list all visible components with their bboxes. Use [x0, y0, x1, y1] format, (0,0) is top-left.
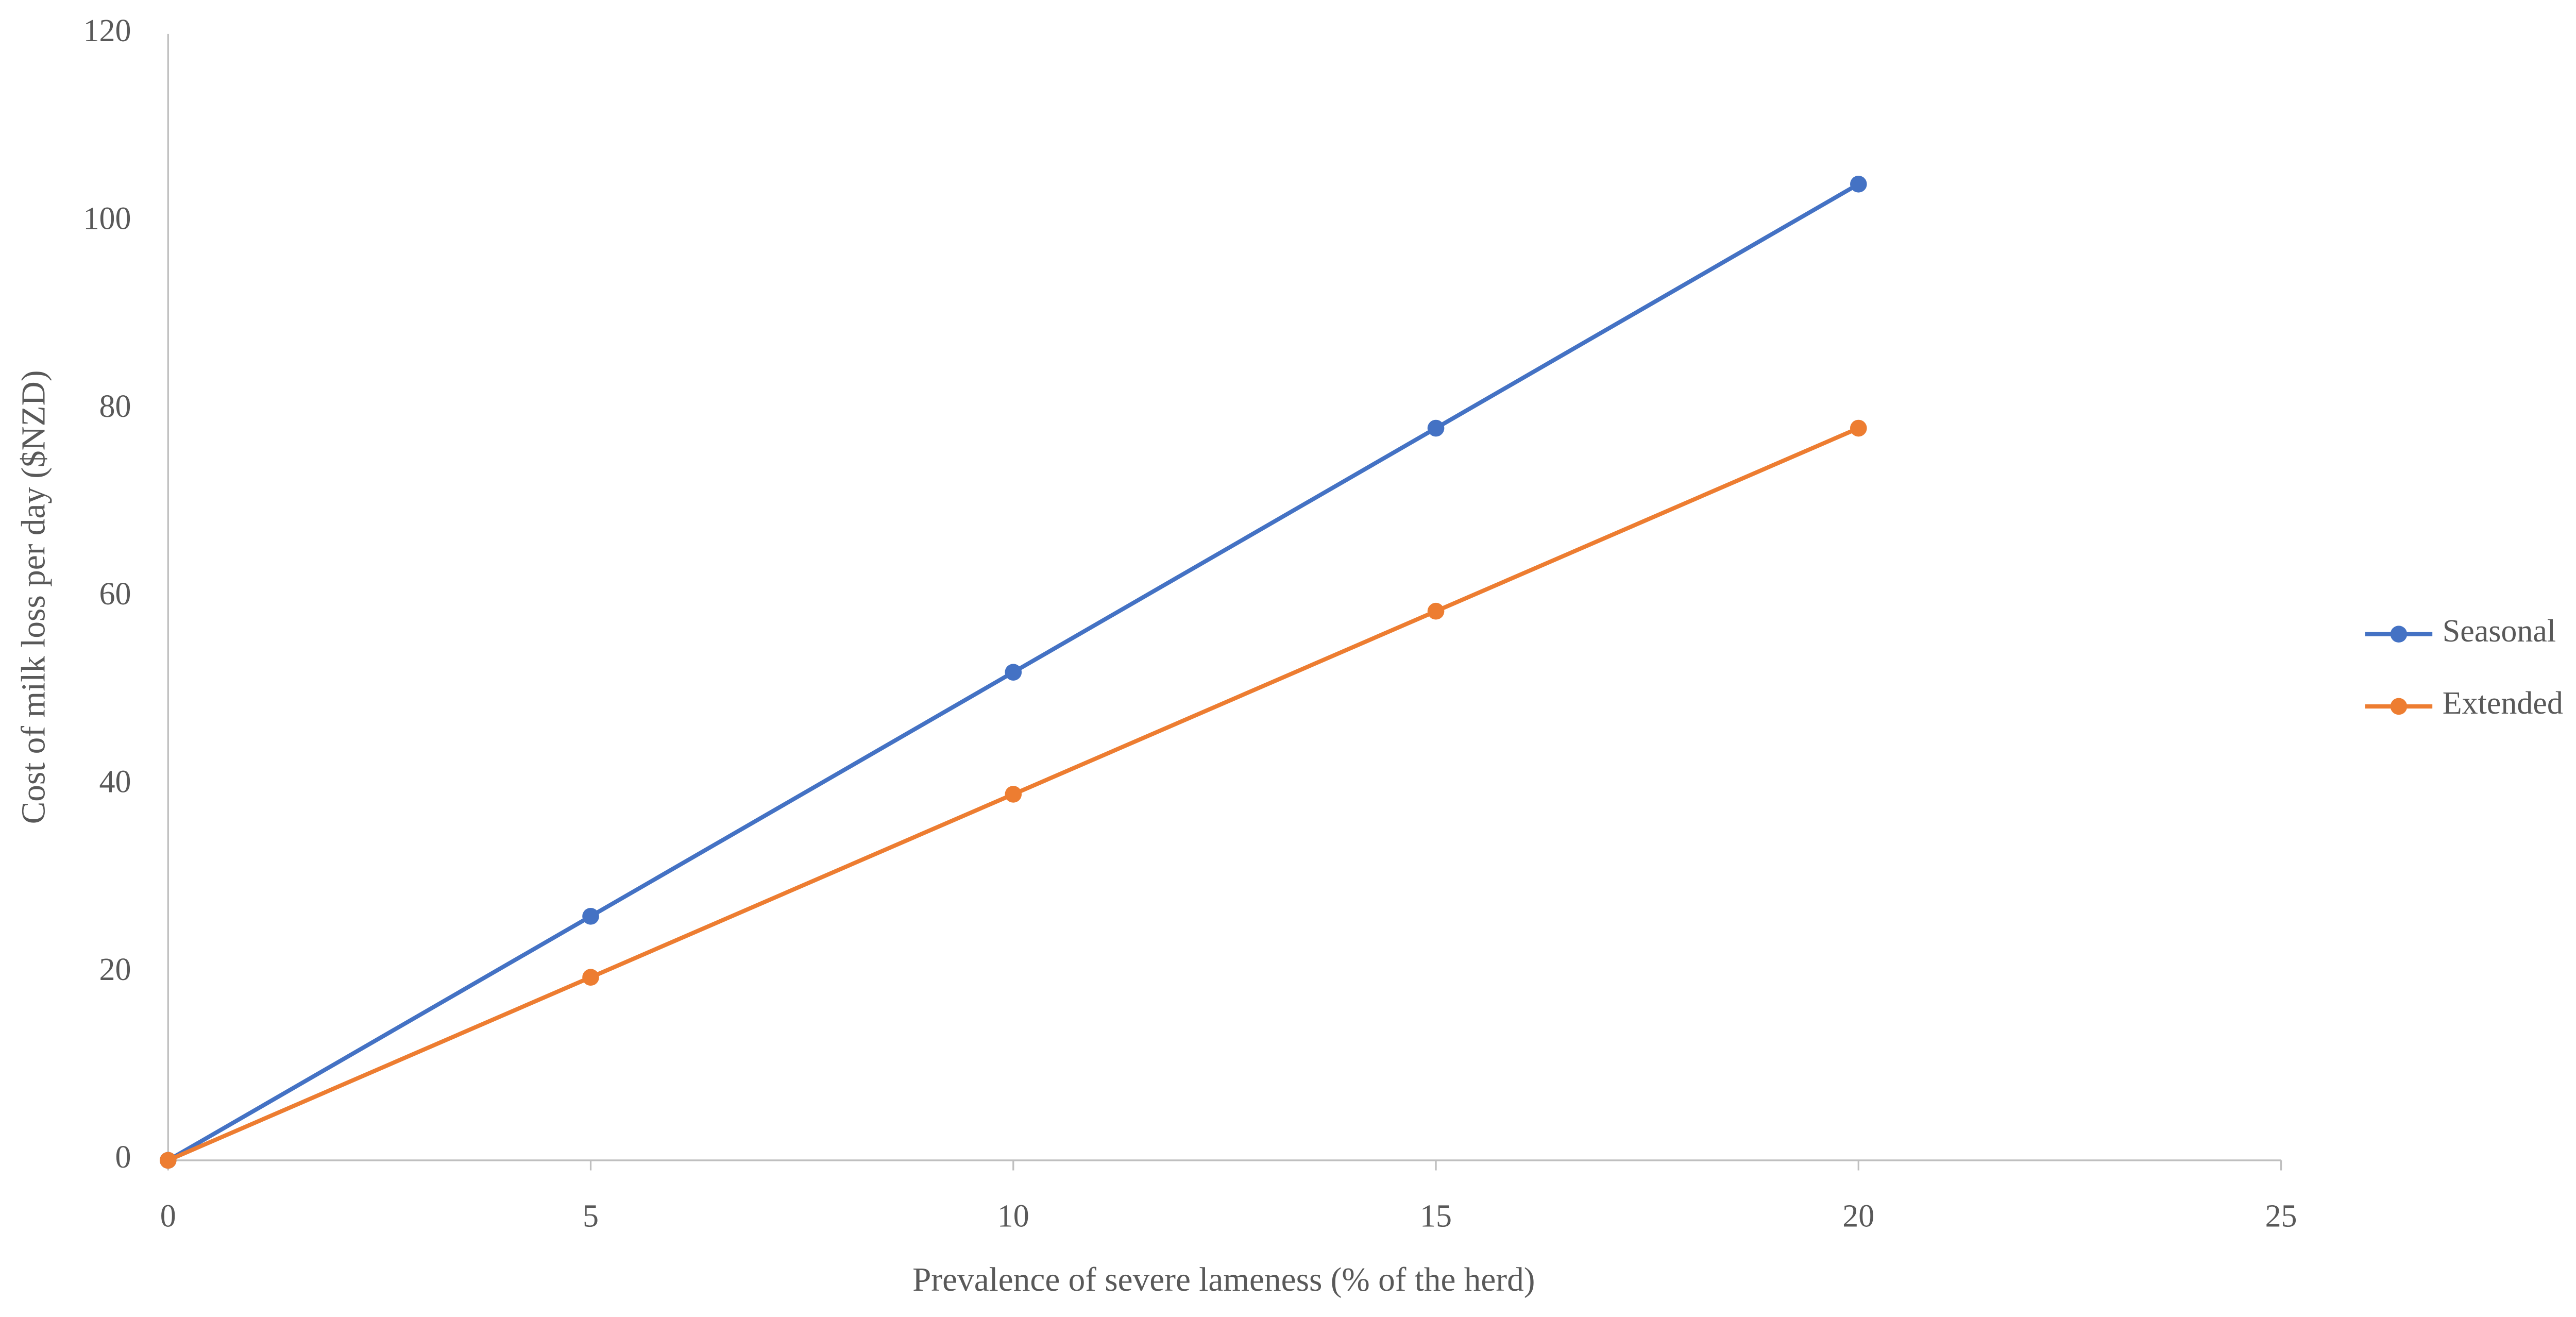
- legend-marker: [2390, 626, 2408, 643]
- data-point: [582, 907, 599, 925]
- legend-marker: [2390, 698, 2408, 715]
- data-point: [1427, 602, 1445, 620]
- y-tick-label: 20: [99, 952, 131, 987]
- y-axis-title: Cost of milk loss per day ($NZD): [15, 370, 53, 824]
- x-tick-label: 0: [160, 1198, 176, 1234]
- x-tick-label: 5: [583, 1198, 599, 1234]
- data-point: [1850, 419, 1867, 437]
- data-point: [1427, 419, 1445, 437]
- x-tick-label: 15: [1420, 1198, 1452, 1234]
- y-tick-label: 40: [99, 764, 131, 799]
- x-tick-label: 20: [1842, 1198, 1874, 1234]
- data-point: [582, 969, 599, 986]
- y-tick-label: 0: [115, 1140, 131, 1175]
- data-point: [1005, 664, 1022, 681]
- x-tick-label: 10: [997, 1198, 1029, 1234]
- y-tick-label: 120: [83, 13, 131, 48]
- y-tick-label: 100: [83, 201, 131, 236]
- y-tick-label: 80: [99, 389, 131, 424]
- legend-label: Seasonal: [2443, 614, 2556, 649]
- x-axis-title: Prevalence of severe lameness (% of the …: [912, 1261, 1535, 1298]
- data-point: [1005, 786, 1022, 803]
- data-point: [159, 1152, 177, 1169]
- legend-label: Extended: [2443, 686, 2563, 721]
- x-tick-label: 25: [2265, 1198, 2297, 1234]
- data-point: [1850, 176, 1867, 193]
- y-tick-label: 60: [99, 577, 131, 612]
